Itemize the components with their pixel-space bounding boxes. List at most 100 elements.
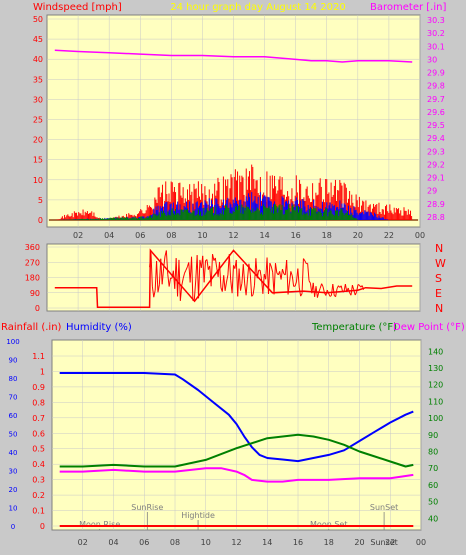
windspeed-tick-label: 20: [33, 136, 43, 145]
direction-segment: [267, 263, 271, 294]
direction-segment: [288, 271, 292, 283]
direction-degree-label: 90: [30, 289, 40, 298]
temperature-tick-label: 40: [428, 514, 438, 523]
direction-segment: [315, 286, 318, 298]
barometer-tick-label: 29.3: [427, 147, 445, 156]
direction-segment: [312, 282, 316, 297]
barometer-tick-label: 28.8: [427, 213, 445, 222]
direction-segment: [210, 254, 214, 287]
direction-segment: [249, 274, 253, 297]
humidity-tick-label: 10: [9, 505, 18, 513]
windspeed-tick-label: 50: [33, 15, 43, 24]
direction-segment: [156, 261, 159, 293]
direction-line: [54, 248, 413, 308]
direction-segment: [179, 285, 183, 301]
hour-tick-label: 08: [170, 538, 180, 547]
windspeed-tick-label: 15: [33, 156, 43, 165]
wind-panel-hour-labels: 02 04 06 08 10 12 14 16 18 20 22 00: [73, 231, 425, 240]
humidity-tick-label: 60: [9, 412, 18, 420]
humidity-line: [59, 372, 414, 463]
direction-segment: [303, 258, 306, 261]
rainfall-axis-title: Rainfall (.in): [1, 322, 62, 333]
direction-segment: [245, 279, 248, 296]
windspeed-tick-label: 30: [33, 95, 43, 104]
direction-segment: [294, 281, 297, 287]
direction-segment: [198, 259, 201, 299]
direction-segment: [248, 263, 251, 275]
humidity-tick-label: 20: [9, 486, 18, 494]
direction-segment: [256, 270, 260, 279]
direction-segment: [178, 259, 181, 301]
temperature-tick-label: 80: [428, 448, 438, 457]
direction-segment: [252, 285, 255, 295]
direction-segment: [150, 253, 153, 287]
direction-segment: [298, 287, 302, 297]
direction-segment: [237, 268, 240, 297]
direction-segment: [191, 256, 194, 301]
temperature-tick-label: 140: [428, 347, 443, 356]
humidity-panel-hour-labels: 02 04 06 08 10 12 14 16 18 20 22 00: [78, 538, 426, 547]
direction-segment: [280, 269, 283, 280]
direction-segment: [214, 257, 218, 268]
direction-segment: [274, 263, 278, 274]
dew_point-line: [59, 467, 414, 483]
direction-segment: [266, 257, 269, 294]
humidity-tick-labels: 0 10 20 30 40 50 60 70 80 90 100: [6, 338, 19, 531]
hour-tick-label: 06: [139, 538, 149, 547]
humidity-panel-series: [59, 372, 414, 527]
direction-segment: [219, 261, 222, 288]
direction-segment: [262, 274, 265, 294]
rainfall-tick-label: 0.1: [32, 507, 45, 516]
barometer-tick-label: 29.9: [427, 69, 445, 78]
annotation-label: Sunset: [370, 538, 397, 547]
direction-segment: [290, 271, 293, 276]
direction-segment: [300, 293, 303, 297]
direction-segment: [335, 288, 338, 297]
humidity-tick-label: 100: [6, 338, 19, 346]
windspeed-tick-label: 0: [38, 216, 43, 225]
hour-tick-label: 10: [197, 231, 207, 240]
direction-degree-labels: 0 90 180 270 360: [25, 243, 40, 313]
barometer-tick-label: 29.6: [427, 108, 445, 117]
direction-segment: [246, 263, 250, 280]
direction-panel-grid: [47, 244, 421, 311]
hour-tick-label: 20: [354, 538, 364, 547]
direction-segment: [238, 268, 241, 291]
hour-tick-label: 02: [78, 538, 88, 547]
compass-label: W: [435, 257, 446, 270]
hour-tick-label: 06: [135, 231, 145, 240]
hour-tick-label: 00: [416, 538, 426, 547]
barometer-tick-label: 29.2: [427, 160, 445, 169]
direction-segment: [242, 264, 246, 284]
humidity-tick-label: 40: [9, 449, 18, 457]
direction-segment: [286, 259, 289, 295]
windspeed-tick-label: 25: [33, 116, 43, 125]
direction-segment: [350, 285, 353, 296]
direction-segment: [226, 274, 229, 283]
hour-tick-label: 14: [262, 538, 272, 547]
direction-segment: [202, 255, 205, 283]
direction-segment: [354, 291, 358, 296]
direction-segment: [273, 263, 276, 295]
direction-segment: [181, 278, 184, 286]
temperature-tick-label: 100: [428, 414, 443, 423]
humidity-tick-label: 70: [9, 394, 18, 402]
temperature-line: [59, 433, 414, 468]
humidity-tick-label: 0: [11, 523, 15, 531]
temperature-tick-labels: 40 50 60 70 80 90 100 110 120 130 140: [428, 347, 443, 523]
direction-segment: [318, 287, 321, 293]
direction-segment: [153, 290, 156, 298]
direction-segment: [281, 268, 285, 274]
hour-tick-label: 08: [166, 231, 176, 240]
direction-segment: [223, 275, 226, 291]
direction-segment: [251, 294, 254, 297]
direction-segment: [291, 275, 295, 287]
direction-segment: [307, 263, 310, 281]
direction-segment: [308, 280, 311, 284]
rainfall-tick-label: 0.3: [32, 476, 45, 485]
rainfall-tick-labels: 0 0.1 0.2 0.3 0.4 0.5 0.6 0.7 0.8 0.9 1 1.1: [32, 352, 45, 531]
direction-segment: [228, 254, 232, 281]
direction-segment: [344, 284, 348, 293]
direction-degree-label: 360: [25, 243, 40, 252]
